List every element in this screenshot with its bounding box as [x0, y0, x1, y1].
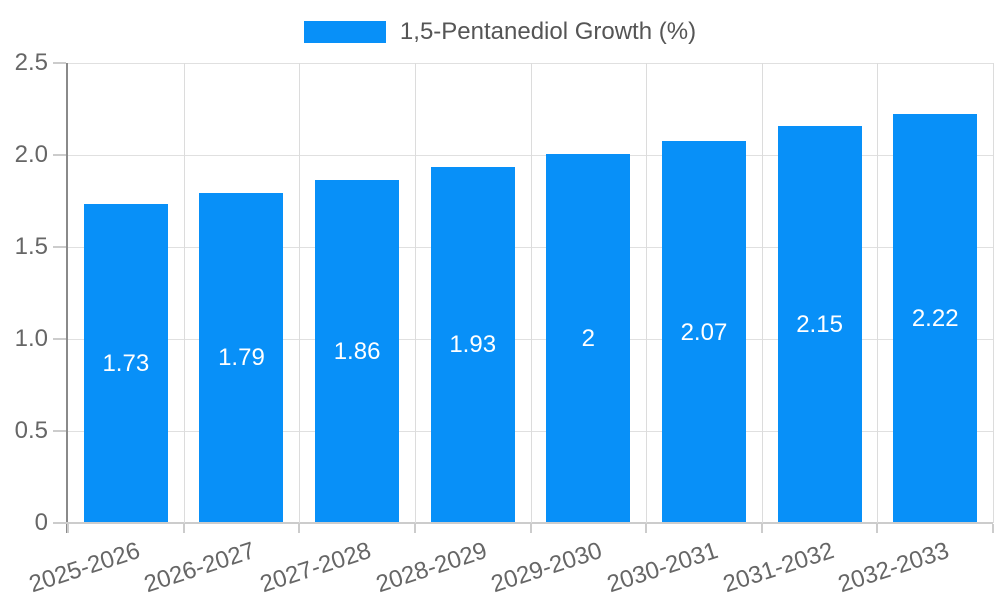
x-tick-label: 2026-2027 — [141, 537, 259, 599]
bar-value-label: 1.79 — [218, 344, 265, 372]
plot-area: 2025-2026 2026-2027 2027-2028 2028-2029 2029… — [15, 49, 994, 598]
bar-value-label: 1.93 — [449, 331, 497, 359]
y-tick — [53, 338, 66, 340]
y-tick-label: 0.5 — [14, 417, 48, 444]
bar[interactable] — [893, 113, 978, 522]
x-gridline — [183, 63, 185, 523]
bar[interactable] — [661, 141, 746, 522]
x-tick-label: 2031-2032 — [719, 537, 837, 599]
x-gridline — [877, 63, 879, 523]
x-axis-labels: 2025-2026 2026-2027 2027-2028 2028-2029 2029… — [26, 523, 993, 600]
x-tick — [182, 524, 185, 533]
bar-value-label: 2.07 — [680, 318, 728, 346]
bar-value-label: 2 — [581, 325, 595, 352]
y-tick-label: 2.5 — [14, 49, 48, 76]
bar[interactable] — [83, 203, 168, 522]
legend[interactable]: 1,5-Pentanediol Growth (%) — [0, 18, 1000, 46]
x-gridline — [414, 63, 416, 523]
y-tick-label: 1.0 — [14, 325, 48, 352]
bar[interactable] — [777, 126, 862, 522]
x-tick — [992, 524, 994, 533]
x-tick-label: 2029-2030 — [488, 537, 606, 599]
x-tick — [67, 524, 69, 533]
x-tick — [876, 524, 879, 533]
x-gridline — [761, 63, 763, 523]
x-axis-line — [66, 522, 993, 524]
x-tick — [760, 524, 763, 533]
x-tick — [298, 524, 301, 533]
bar-value-label: 2.15 — [796, 311, 843, 339]
y-tick — [53, 154, 66, 156]
x-gridline — [646, 63, 648, 523]
y-tick-label: 1.5 — [14, 233, 48, 260]
bar-value-label: 2.22 — [911, 304, 959, 332]
x-tick-label: 2028-2029 — [372, 537, 491, 599]
y-tick — [53, 246, 66, 248]
x-gridline — [299, 63, 301, 523]
bar[interactable] — [315, 179, 400, 522]
legend-swatch[interactable] — [303, 21, 386, 43]
y-tick — [53, 522, 66, 524]
x-tick-label: 2030-2031 — [603, 537, 722, 599]
x-tick — [413, 524, 416, 533]
x-gridline — [530, 63, 532, 523]
bar[interactable] — [430, 166, 515, 522]
x-gridline — [993, 63, 994, 523]
y-tick-label: 0 — [34, 509, 48, 536]
x-tick-label: 2032-2033 — [835, 537, 953, 599]
x-tick — [529, 524, 532, 533]
legend-label[interactable]: 1,5-Pentanediol Growth (%) — [399, 18, 697, 45]
y-axis-line — [66, 63, 68, 533]
bar[interactable] — [199, 192, 284, 522]
x-tick-label: 2027-2028 — [256, 537, 375, 599]
x-tick — [645, 524, 648, 533]
bar-value-label: 1.73 — [102, 349, 150, 377]
x-tick-label: 2025-2026 — [25, 537, 144, 599]
bar[interactable] — [546, 154, 631, 522]
y-tick — [53, 430, 66, 432]
bar-value-label: 1.86 — [333, 337, 381, 365]
y-tick-label: 2.0 — [14, 141, 48, 168]
y-tick — [53, 62, 66, 64]
